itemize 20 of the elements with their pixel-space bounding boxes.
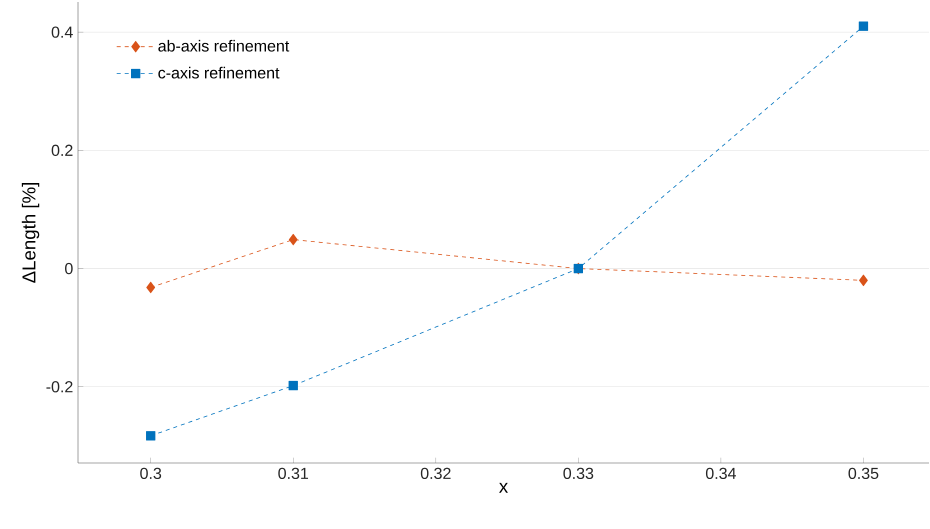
x-tick-label: 0.35	[848, 468, 878, 480]
y-tick-label: -0.2	[46, 381, 72, 392]
point	[146, 282, 156, 294]
y-tick-label: 0.2	[52, 144, 72, 156]
x-tick-label: 0.3	[140, 468, 162, 480]
y-tick-label: 0.4	[52, 26, 73, 38]
legend-label: c-axis refinement	[158, 66, 280, 79]
point	[859, 274, 868, 286]
x-tick-label: 0.31	[278, 468, 308, 480]
y-axis-title: ΔLength [%]	[22, 183, 40, 283]
legend-label: ab-axis refinement	[158, 40, 290, 52]
point	[858, 22, 868, 31]
point	[288, 380, 298, 390]
x-tick-label: 0.32	[420, 468, 451, 480]
x-tick-label: 0.34	[706, 468, 736, 480]
point	[288, 234, 298, 246]
y-tick-label: 0	[65, 262, 73, 274]
x-tick-label: 0.33	[563, 468, 594, 480]
x-axis-title: x	[499, 482, 508, 493]
point	[146, 431, 156, 440]
